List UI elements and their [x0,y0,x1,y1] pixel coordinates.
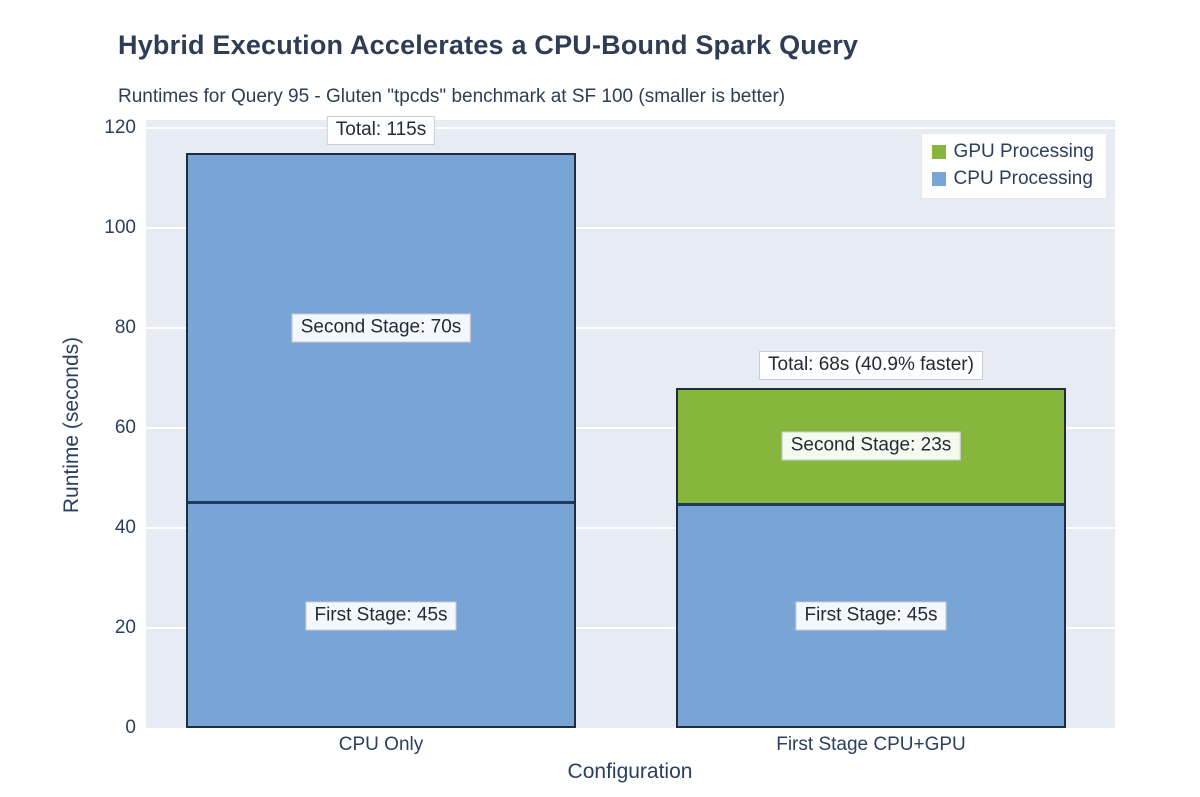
gridline [146,527,1115,529]
bar-cpu-only [186,153,576,728]
x-category-label: CPU Only [338,734,424,755]
chart-title: Hybrid Execution Accelerates a CPU-Bound… [118,30,859,60]
gridline [146,427,1115,429]
total-annotation: Total: 115s [326,116,436,145]
segment-annotation: First Stage: 45s [305,601,457,630]
y-tick-label: 80 [114,317,136,338]
y-tick-label: 120 [104,117,136,138]
gridline [146,227,1115,229]
legend-label: GPU Processing [953,141,1094,162]
gpu-swatch-icon [931,145,946,159]
chart-subtitle: Runtimes for Query 95 - Gluten "tpcds" b… [118,86,786,107]
y-tick-label: 40 [114,517,136,538]
y-tick-label: 100 [104,217,136,238]
legend-item: CPU Processing [931,168,1094,190]
segment-annotation: Second Stage: 23s [781,431,961,460]
y-tick-label: 0 [125,717,136,738]
legend-item: GPU Processing [931,141,1094,163]
cpu-swatch-icon [931,172,946,186]
plot-area: 0 20 40 60 80 100 120 Total: 115s First Stage: 4… [104,116,1115,755]
y-tick-label: 60 [114,417,136,438]
y-tick-label: 20 [114,617,136,638]
x-category-label: First Stage CPU+GPU [776,734,966,755]
legend-label: CPU Processing [953,168,1093,189]
gridline [146,127,1115,129]
gridline [146,327,1115,329]
segment-annotation: First Stage: 45s [795,601,947,630]
gridline [146,627,1115,629]
total-annotation: Total: 68s (40.9% faster) [759,351,983,380]
y-axis-title: Runtime (seconds) [60,336,83,514]
segment-annotation: Second Stage: 70s [291,313,471,343]
legend: GPU Processing CPU Processing [920,133,1107,199]
x-axis-title: Configuration [567,760,693,783]
